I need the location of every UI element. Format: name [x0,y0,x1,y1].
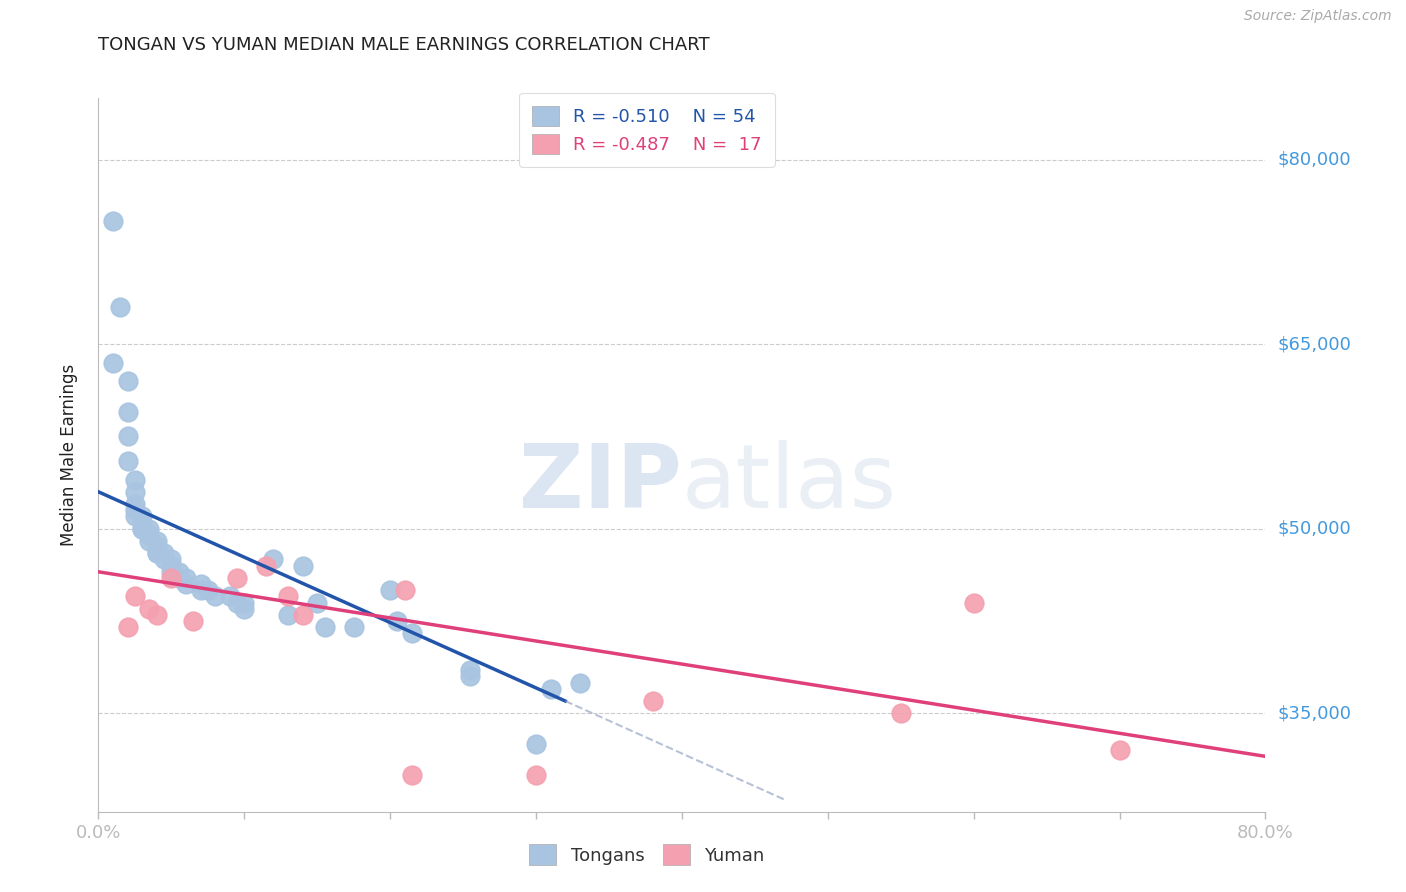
Point [117,374,139,388]
Point [181,614,204,628]
Point [343,620,366,634]
Point [218,590,240,604]
Point [524,737,547,751]
Point [153,552,176,566]
Point [124,497,146,511]
Point [387,614,409,628]
Point [401,626,423,640]
Point [146,546,169,560]
Point [314,620,336,634]
Point [146,607,169,622]
Point [291,558,314,573]
Point [160,571,183,585]
Point [146,540,169,554]
Point [307,596,329,610]
Point [138,601,160,615]
Point [204,590,226,604]
Point [291,607,314,622]
Point [641,694,664,708]
Text: TONGAN VS YUMAN MEDIAN MALE EARNINGS CORRELATION CHART: TONGAN VS YUMAN MEDIAN MALE EARNINGS COR… [98,36,710,54]
Point [146,546,169,560]
Point [131,516,153,530]
Point [226,596,249,610]
Legend: Tongans, Yuman: Tongans, Yuman [520,835,773,874]
Text: Source: ZipAtlas.com: Source: ZipAtlas.com [1244,9,1392,23]
Point [277,607,299,622]
Point [124,590,146,604]
Point [160,558,183,573]
Point [153,546,176,560]
Point [117,620,139,634]
Point [190,583,212,598]
Point [146,534,169,549]
Point [233,601,256,615]
Point [138,534,160,549]
Point [101,214,124,228]
Point [167,565,190,579]
Point [540,681,562,696]
Point [167,571,190,585]
Point [1108,743,1130,757]
Point [110,300,132,314]
Point [117,429,139,443]
Point [160,565,183,579]
Text: $50,000: $50,000 [1277,520,1351,538]
Y-axis label: Median Male Earnings: Median Male Earnings [59,364,77,546]
Text: $80,000: $80,000 [1277,151,1351,169]
Point [254,558,277,573]
Point [890,706,912,721]
Point [962,596,984,610]
Point [138,522,160,536]
Point [138,528,160,542]
Point [524,768,547,782]
Point [401,768,423,782]
Point [460,669,482,683]
Point [277,590,299,604]
Text: ZIP: ZIP [519,440,682,527]
Point [233,596,256,610]
Text: $35,000: $35,000 [1277,705,1351,723]
Point [131,522,153,536]
Point [117,454,139,468]
Point [460,663,482,677]
Point [160,552,183,566]
Point [378,583,402,598]
Point [394,583,416,598]
Point [568,675,591,690]
Point [117,405,139,419]
Point [101,356,124,370]
Point [197,583,219,598]
Point [124,503,146,517]
Point [262,552,284,566]
Point [131,522,153,536]
Point [124,484,146,499]
Text: atlas: atlas [682,440,897,527]
Point [190,577,212,591]
Point [226,571,249,585]
Point [174,577,197,591]
Point [174,571,197,585]
Point [124,473,146,487]
Point [131,509,153,524]
Point [124,509,146,524]
Text: $65,000: $65,000 [1277,335,1351,353]
